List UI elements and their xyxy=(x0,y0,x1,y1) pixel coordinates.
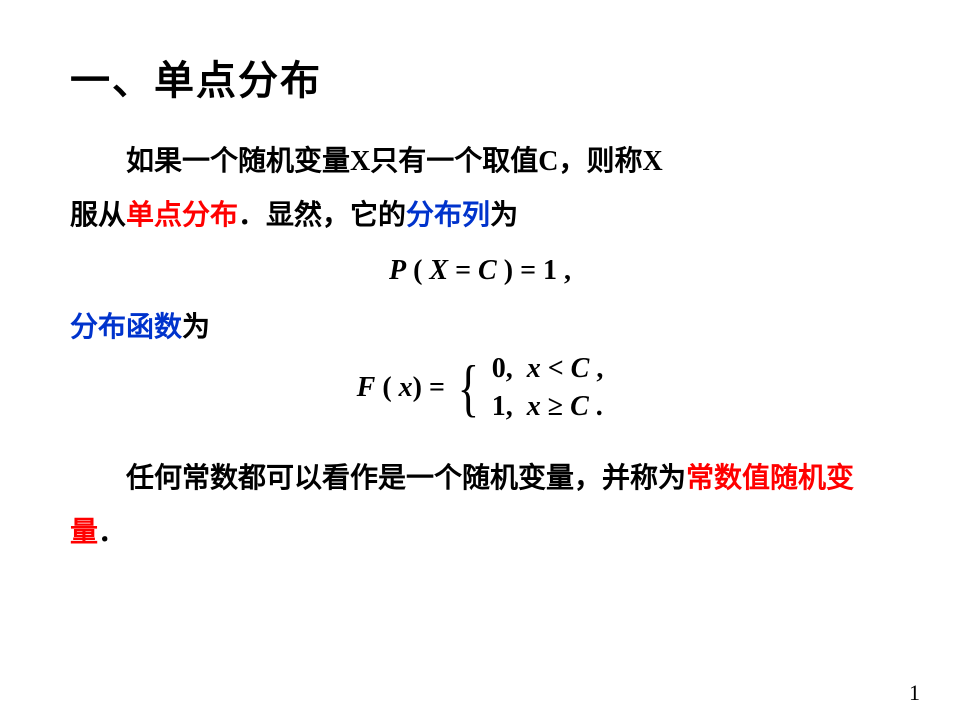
eq2-x: x xyxy=(399,372,413,403)
slide: 一、单点分布 如果一个随机变量X只有一个取值C，则称X 服从单点分布．显然，它的… xyxy=(0,0,960,558)
paragraph-2: 任何常数都可以看作是一个随机变量，并称为常数值随机变量． xyxy=(70,451,890,557)
dist-func-label: 分布函数为 xyxy=(70,305,890,345)
eq1-lp: ( xyxy=(413,255,422,286)
p1-var-c: C xyxy=(538,146,558,177)
p1-red-term: 单点分布 xyxy=(126,199,238,230)
eq1-P: P xyxy=(389,255,406,286)
p1-text-e: ．显然，它的 xyxy=(238,199,406,230)
left-brace-icon: { xyxy=(458,356,480,420)
equation-probability: P(X = C) = 1 , xyxy=(70,255,890,287)
page-number: 1 xyxy=(909,680,920,706)
p2-text-b: ． xyxy=(98,516,126,547)
p1-text-a: 如果一个随机变量 xyxy=(126,145,350,176)
p1-text-b: 只有一个取值 xyxy=(370,145,538,176)
dist-label-blue: 分布函数 xyxy=(70,311,182,342)
eq2-case2: 1, x ≥ C . xyxy=(492,391,604,423)
eq1-comma: , xyxy=(557,255,571,286)
dist-label-b: 为 xyxy=(182,311,210,342)
eq1-C: C xyxy=(478,255,497,286)
eq1-eq2: = xyxy=(513,255,543,286)
eq2-F: F xyxy=(357,372,376,403)
equation-piecewise: F( x) = { 0, x < C , 1, x ≥ C . xyxy=(70,353,890,423)
p1-text-c: ，则称 xyxy=(559,145,643,176)
p1-blue-term: 分布列 xyxy=(406,199,490,230)
eq1-X: X xyxy=(429,255,448,286)
eq1-rp: ) xyxy=(504,255,513,286)
eq1-one: 1 xyxy=(543,255,557,286)
p1-var-x2: X xyxy=(643,146,663,177)
eq2-eq: = xyxy=(422,372,445,403)
eq2-lp: ( xyxy=(382,372,391,403)
paragraph-1: 如果一个随机变量X只有一个取值C，则称X 服从单点分布．显然，它的分布列为 xyxy=(70,134,890,241)
p1-var-x1: X xyxy=(350,146,370,177)
eq2-rp: ) xyxy=(413,372,422,403)
p1-text-d: 服从 xyxy=(70,199,126,230)
eq2-case1: 0, x < C , xyxy=(492,353,604,385)
section-title: 一、单点分布 xyxy=(70,48,890,106)
p2-text-a: 任何常数都可以看作是一个随机变量，并称为 xyxy=(126,462,686,493)
p1-text-f: 为 xyxy=(490,199,518,230)
eq1-eq: = xyxy=(448,255,478,286)
